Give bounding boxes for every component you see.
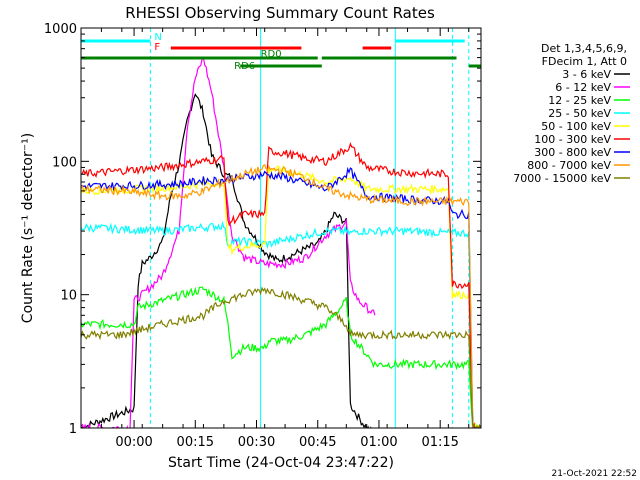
timestamp: 21-Oct-2021 22:52 (552, 469, 637, 479)
legend-label-4: 50 - 100 keV (541, 120, 611, 133)
series-line-7 (81, 164, 481, 428)
legend-label-6: 300 - 800 keV (534, 146, 611, 159)
y-tick-label-1: 10 (60, 289, 77, 304)
legend-label-3: 25 - 50 keV (548, 107, 611, 120)
legend-header-0: Det 1,3,4,5,6,9, (541, 42, 627, 55)
attenuator-annotations: NF RD0 RD6 (81, 32, 481, 72)
annotation-label-n: N (154, 32, 161, 43)
annotation-label-rd6: RD6 (234, 61, 255, 72)
x-tick-label-3: 00:45 (299, 435, 336, 450)
series-line-5 (81, 142, 481, 428)
legend-label-1: 6 - 12 keV (555, 81, 611, 94)
x-axis: 00:00 00:15 00:30 00:45 01:00 01:15 (80, 28, 470, 450)
y-axis: 1 10 100 1000 (44, 22, 481, 437)
x-tick-label-0: 00:00 (115, 435, 152, 450)
legend-label-2: 12 - 25 keV (548, 94, 611, 107)
legend-label-7: 800 - 7000 keV (527, 159, 611, 172)
legend: Det 1,3,4,5,6,9,FDecim 1, Att 03 - 6 keV… (513, 42, 630, 185)
series-line-2 (81, 286, 481, 428)
x-tick-label-4: 01:00 (360, 435, 397, 450)
legend-header-1: FDecim 1, Att 0 (542, 55, 627, 68)
series-line-1 (81, 56, 376, 428)
legend-label-5: 100 - 300 keV (534, 133, 611, 146)
legend-label-8: 7000 - 15000 keV (513, 172, 611, 185)
chart-title: RHESSI Observing Summary Count Rates (125, 4, 435, 22)
y-tick-label-0: 1 (69, 422, 77, 437)
annotation-label-rd0: RD0 (261, 49, 282, 60)
series-line-3 (81, 220, 481, 428)
series-line-8 (81, 286, 481, 428)
x-axis-label: Start Time (24-Oct-04 23:47:22) (168, 455, 394, 471)
series-line-0 (81, 93, 372, 428)
legend-label-0: 3 - 6 keV (562, 68, 611, 81)
y-tick-label-3: 1000 (44, 22, 77, 37)
annotation-label-f: F (154, 42, 160, 53)
x-tick-label-2: 00:30 (238, 435, 275, 450)
x-tick-label-5: 01:15 (421, 435, 458, 450)
series-line-4 (81, 164, 481, 428)
x-tick-label-1: 00:15 (177, 435, 214, 450)
series-line-6 (81, 166, 481, 428)
y-tick-label-2: 100 (52, 155, 77, 170)
series-lines (81, 56, 481, 428)
y-axis-label: Count Rate (s⁻¹ detector⁻¹) (20, 133, 36, 323)
plot-frame (80, 27, 482, 429)
